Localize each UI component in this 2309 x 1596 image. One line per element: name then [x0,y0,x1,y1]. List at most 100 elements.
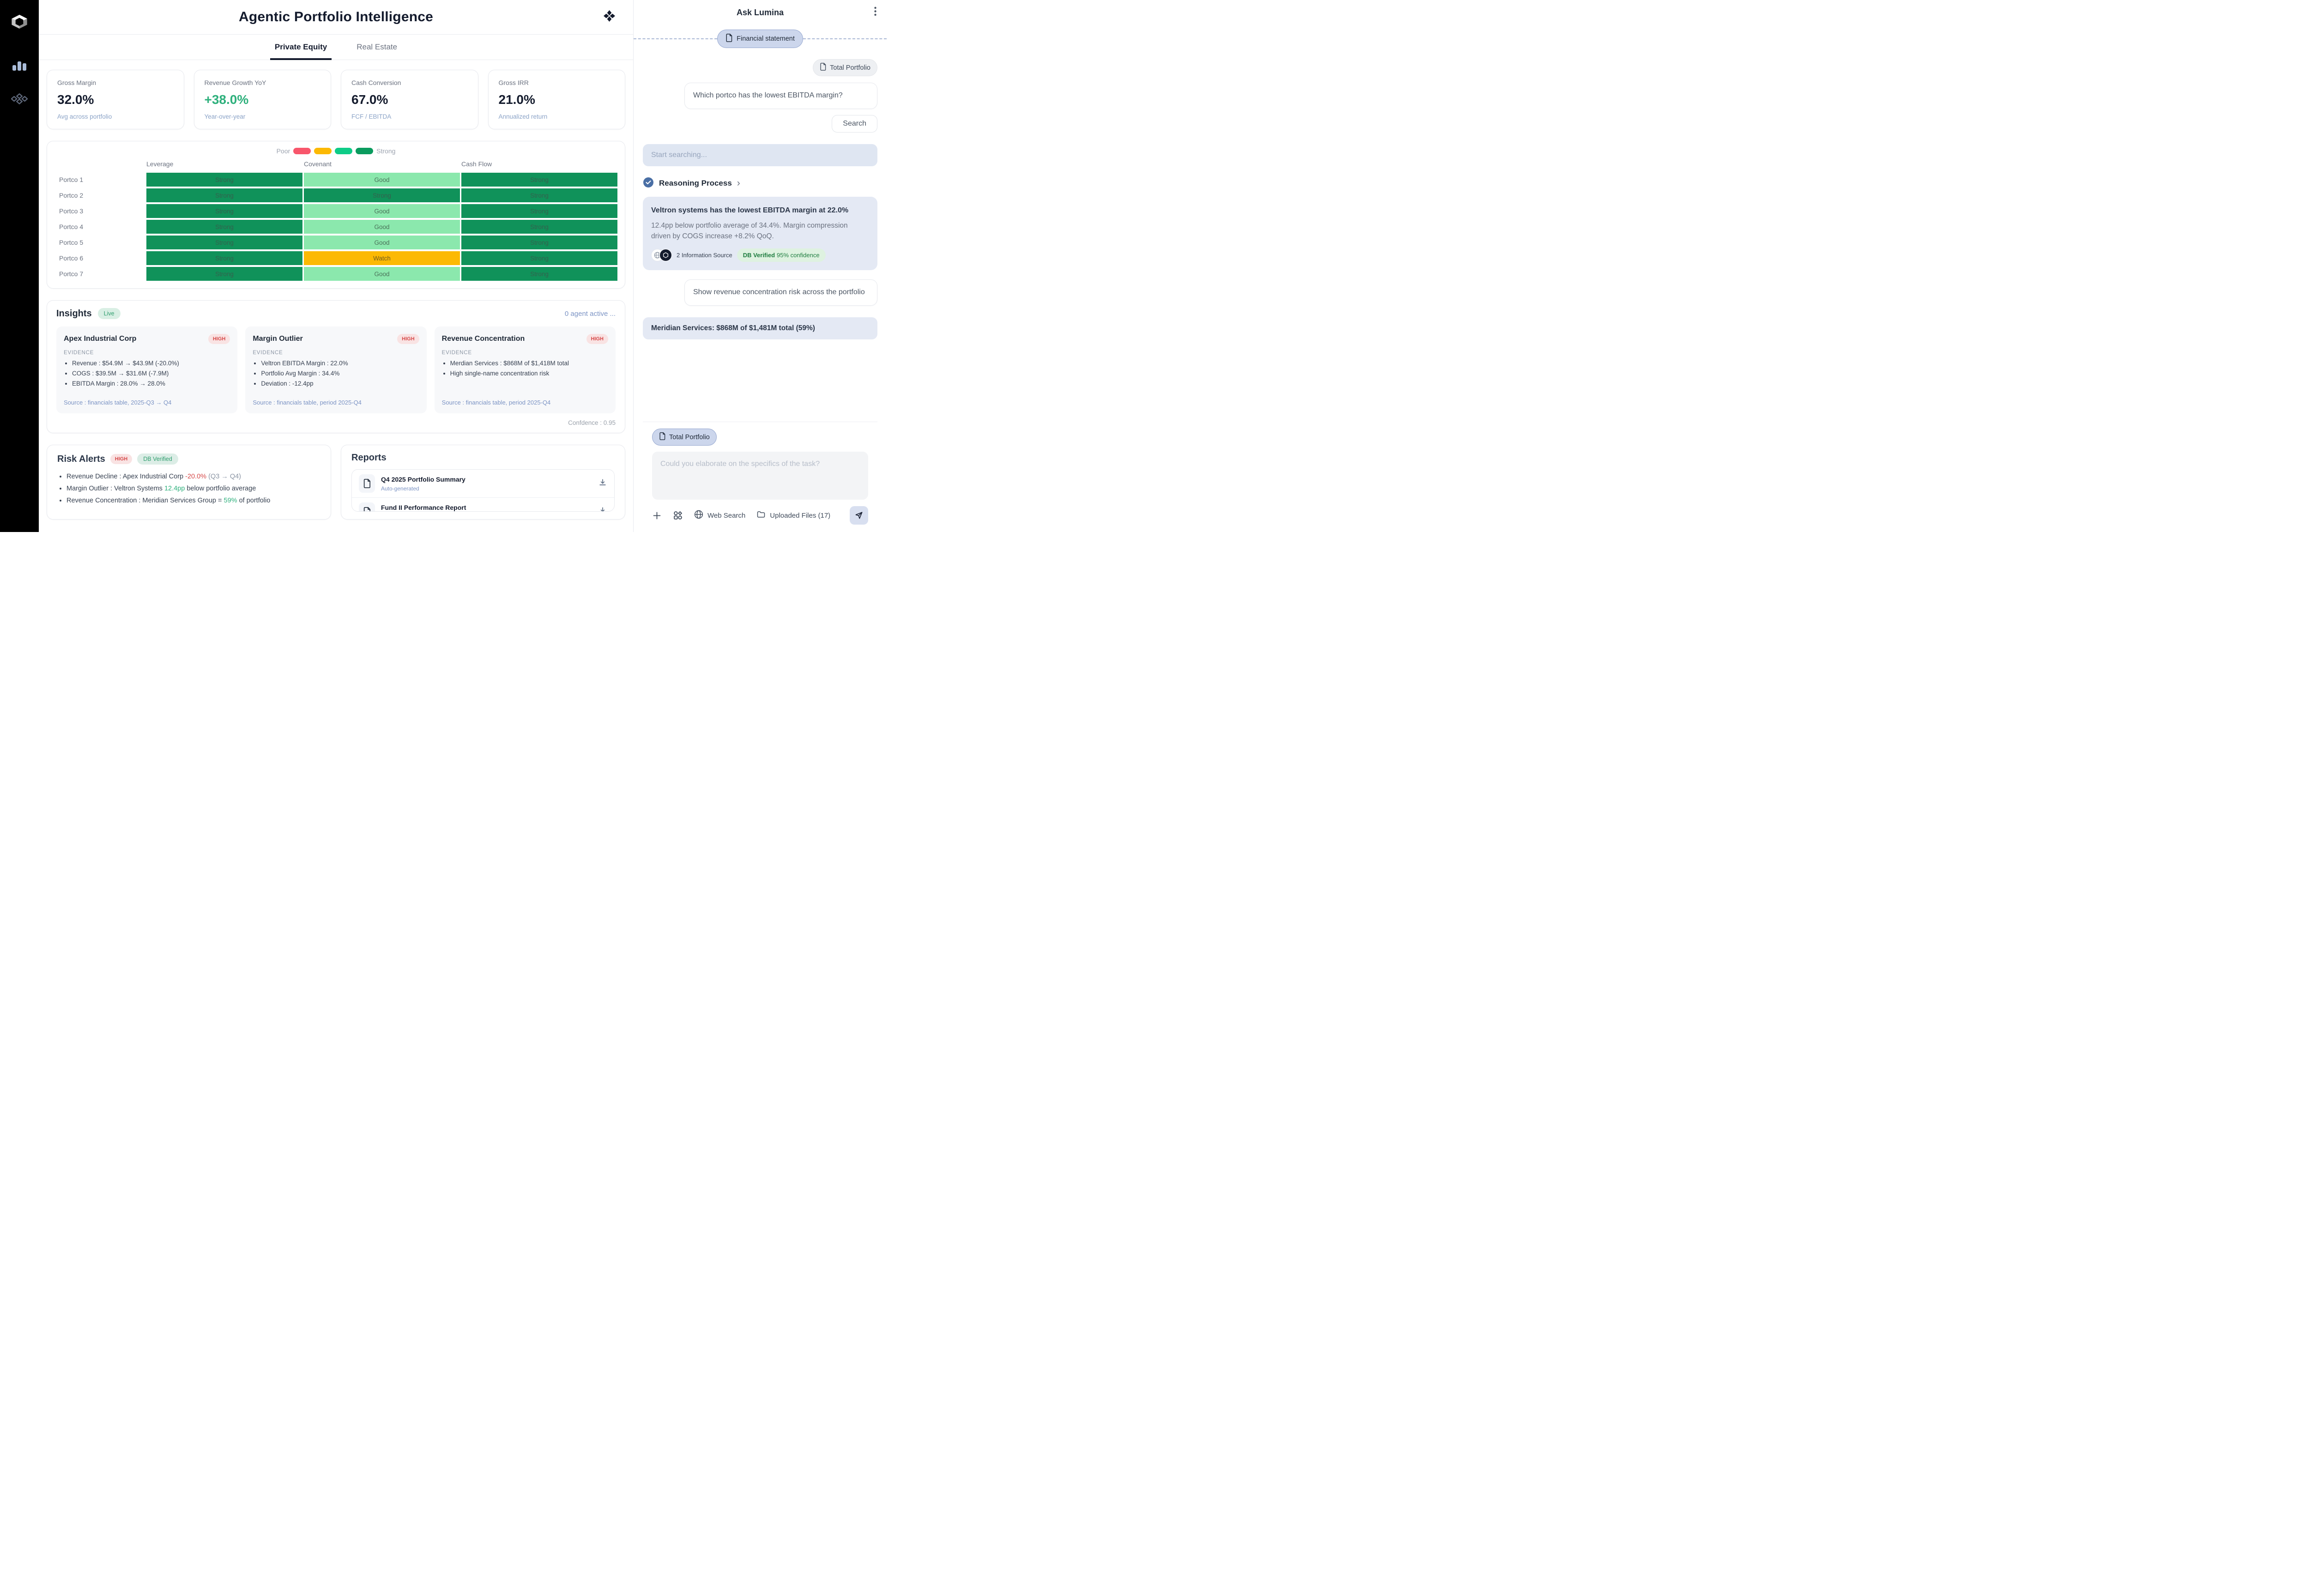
financial-statement-chip[interactable]: Financial statement [717,30,803,48]
row-label: Portco 1 [59,176,84,183]
heatmap-grid: Leverage Covenant Cash Flow Portco 1 Str… [54,159,617,281]
assistant-body: Financial statement Total Portfolio Whic… [634,25,887,532]
heatmap-legend: Poor Strong [54,147,617,155]
web-search-label: Web Search [707,511,746,520]
information-source-count[interactable]: 2 Information Source [677,252,732,259]
kpi-label: Cash Conversion [351,79,401,86]
reasoning-process-toggle[interactable]: Reasoning Process › [643,177,877,190]
evidence-item: COGS : $39.5M → $31.6M (-7.9M) [72,370,230,377]
db-verified-pill: DB Verified 95% confidence [737,248,826,262]
file-icon [659,432,665,442]
tab-bar: Private Equity Real Estate [39,35,633,60]
row-label: Portco 5 [59,239,84,246]
kpi-cash-conversion: Cash Conversion 67.0% FCF / EBITDA [341,70,478,129]
file-icon [725,34,732,44]
tab-real-estate[interactable]: Real Estate [357,42,398,51]
heatmap-cell: Strong [461,204,617,218]
kpi-value: 32.0% [57,92,94,107]
heatmap-cell: Strong [461,267,617,281]
assistant-answer-card: Veltron systems has the lowest EBITDA ma… [643,196,877,271]
main-area: Agentic Portfolio Intelligence Private E… [39,0,633,532]
insights-header: Insights Live 0 agent active ... [56,308,616,319]
evidence-item: Merdian Services : $868M of $1,418M tota… [450,360,608,367]
kebab-menu-icon[interactable] [874,6,876,18]
heatmap-cell: Strong [304,188,460,202]
kpi-gross-irr: Gross IRR 21.0% Annualized return [488,70,625,129]
risk-alerts-card: Risk Alerts HIGH DB Verified Revenue Dec… [47,445,331,520]
kpi-row: Gross Margin 32.0% Avg across portfolio … [47,70,625,129]
reports-card: Reports Q4 2025 Portfolio Summary Auto-g… [341,445,625,520]
reasoning-label: Reasoning Process [659,179,732,188]
send-button[interactable] [850,506,868,525]
search-button[interactable]: Search [832,115,877,133]
report-name: Q4 2025 Portfolio Summary [381,475,465,483]
bar-chart-icon [12,61,27,74]
uploaded-files-button[interactable]: Uploaded Files (17) [756,510,830,521]
download-icon[interactable] [598,478,607,490]
evidence-item: EBITDA Margin : 28.0% → 28.0% [72,380,230,387]
legend-good-swatch [335,148,353,154]
sidebar [0,0,39,532]
heatmap-cell: Strong [461,236,617,249]
kpi-sub: Annualized return [498,113,548,120]
sidebar-item-analytics[interactable] [12,60,27,75]
chip-label: Total Portfolio [830,64,870,72]
heatmap-col-cashflow: Cash Flow [461,160,492,168]
user-question-bubble: Which portco has the lowest EBITDA margi… [684,83,877,109]
heatmap-cell: Strong [146,236,302,249]
insight-cards: Apex Industrial Corp HIGH EVIDENCE Reven… [56,326,616,413]
web-search-button[interactable]: Web Search [694,510,745,521]
ask-lumina-panel: Ask Lumina Financial statement Total Por… [633,0,887,532]
report-row-q4-summary[interactable]: Q4 2025 Portfolio Summary Auto-generated [352,470,614,497]
total-portfolio-chip[interactable]: Total Portfolio [813,59,877,76]
live-badge: Live [97,308,121,319]
source-link: Source : financials table, 2025-Q3 → Q4 [64,399,172,406]
insights-card: Insights Live 0 agent active ... Apex In… [47,300,625,433]
insight-apex: Apex Industrial Corp HIGH EVIDENCE Reven… [56,326,238,413]
evidence-item: High single-name concentration risk [450,370,608,377]
heatmap-cell-watch: Watch [304,251,460,265]
row-label: Portco 4 [59,223,84,230]
agent-status: 0 agent active ... [564,309,616,318]
chevron-right-icon: › [737,178,740,189]
evidence-item: Deviation : -12.4pp [261,380,419,387]
report-row-fund-ii[interactable]: Fund II Performance Report Auto-generate… [352,497,614,511]
heatmap-cell: Good [304,236,460,249]
row-label: Portco 7 [59,270,84,278]
heatmap-cell: Strong [146,267,302,281]
kpi-value: +38.0% [204,92,249,107]
evidence-item: Veltron EBITDA Margin : 22.0% [261,360,419,367]
row-label: Portco 3 [59,207,84,215]
chip-label: Total Portfolio [669,433,710,441]
composer-total-portfolio-chip[interactable]: Total Portfolio [652,429,717,446]
heatmap-cell: Strong [146,188,302,202]
download-icon[interactable] [598,506,607,511]
risk-alert-item: Revenue Concentration : Meridian Service… [66,497,320,504]
heatmap-cell: Good [304,204,460,218]
chip-label: Financial statement [737,35,795,42]
heatmap-cell: Strong [146,173,302,187]
report-meta: Auto-generated [381,485,419,492]
heatmap-cell: Good [304,267,460,281]
insights-title: Insights [56,308,92,319]
tab-private-equity[interactable]: Private Equity [270,35,332,60]
main-header: Agentic Portfolio Intelligence [39,0,633,35]
kpi-value: 21.0% [498,92,535,107]
kpi-value: 67.0% [351,92,388,107]
kpi-label: Revenue Growth YoY [204,79,266,86]
folder-icon [756,510,766,521]
document-icon [359,474,375,493]
heatmap-cell: Strong [146,204,302,218]
sidebar-item-portfolio[interactable] [11,93,28,107]
legend-poor-swatch [293,148,311,154]
apps-grid-button[interactable] [673,510,683,520]
document-divider: Financial statement [634,30,887,48]
add-attachment-button[interactable] [652,511,662,520]
globe-icon [694,510,703,521]
legend-strong-swatch [356,148,374,154]
heatmap-cell: Strong [146,220,302,234]
message-input[interactable]: Could you elaborate on the specifics of … [652,452,868,500]
main-content: Gross Margin 32.0% Avg across portfolio … [39,60,633,532]
composer: Total Portfolio Could you elaborate on t… [643,422,877,532]
heatmap-cell: Good [304,173,460,187]
